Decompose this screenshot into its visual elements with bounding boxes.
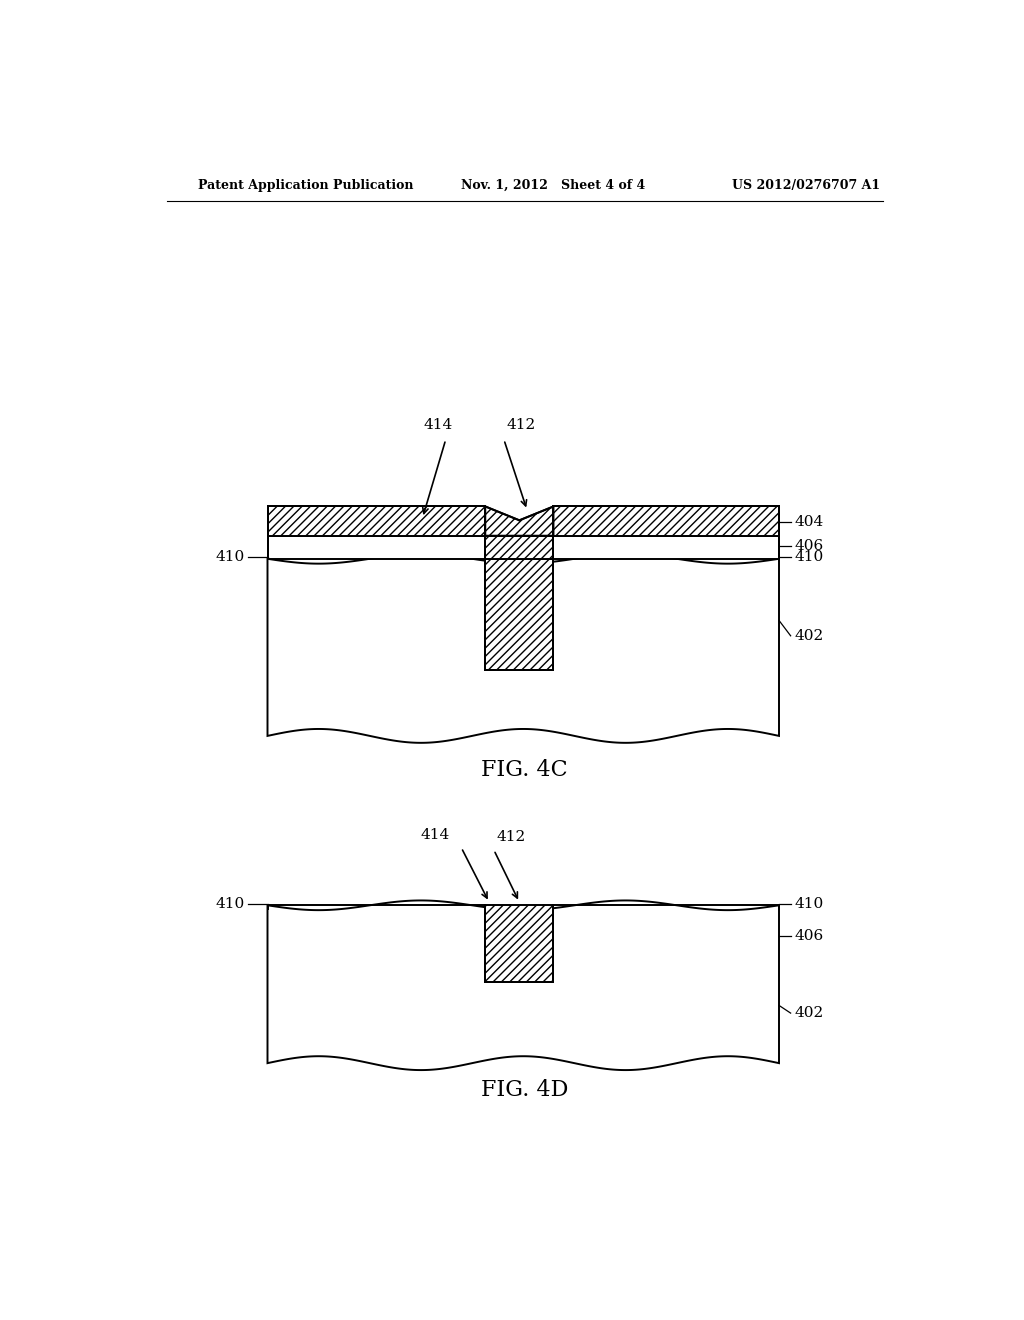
Text: 410: 410 xyxy=(795,550,823,564)
Text: 402: 402 xyxy=(795,628,823,643)
Text: 414: 414 xyxy=(421,828,450,842)
Text: 412: 412 xyxy=(497,830,526,843)
Text: 410: 410 xyxy=(215,896,245,911)
Polygon shape xyxy=(267,507,485,536)
Polygon shape xyxy=(485,558,554,671)
Text: 410: 410 xyxy=(795,896,823,911)
Text: 412: 412 xyxy=(506,417,536,432)
Polygon shape xyxy=(554,507,779,536)
Polygon shape xyxy=(485,906,554,982)
Text: 406: 406 xyxy=(795,539,823,553)
Polygon shape xyxy=(267,900,779,1071)
Text: FIG. 4C: FIG. 4C xyxy=(481,759,568,781)
Text: US 2012/0276707 A1: US 2012/0276707 A1 xyxy=(732,178,881,191)
Text: 402: 402 xyxy=(795,1006,823,1020)
Polygon shape xyxy=(267,536,485,558)
Polygon shape xyxy=(485,507,554,536)
Text: Patent Application Publication: Patent Application Publication xyxy=(198,178,414,191)
Text: Nov. 1, 2012   Sheet 4 of 4: Nov. 1, 2012 Sheet 4 of 4 xyxy=(461,178,645,191)
Polygon shape xyxy=(267,554,779,743)
Text: 404: 404 xyxy=(795,515,823,529)
Text: 406: 406 xyxy=(795,929,823,942)
Text: FIG. 4D: FIG. 4D xyxy=(481,1078,568,1101)
Text: 414: 414 xyxy=(423,417,453,432)
Polygon shape xyxy=(554,536,779,558)
Text: 410: 410 xyxy=(215,550,245,564)
Polygon shape xyxy=(485,536,554,558)
